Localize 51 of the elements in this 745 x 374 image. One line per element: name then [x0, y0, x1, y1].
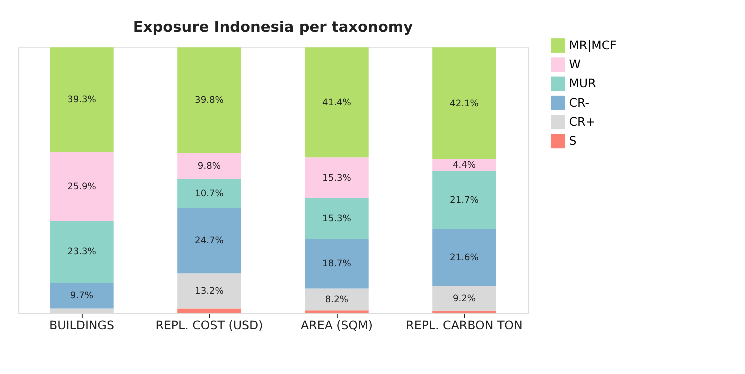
x-tick-label: REPL. CARBON TON: [406, 318, 523, 332]
bar: [178, 48, 242, 154]
x-tick-label: AREA (SQM): [301, 318, 373, 332]
data-label: 9.8%: [198, 162, 222, 172]
bar: [432, 228, 496, 286]
bar: [432, 48, 496, 160]
data-label: 25.9%: [68, 182, 97, 192]
bar: [178, 208, 242, 274]
data-label: 13.2%: [195, 286, 224, 297]
bar: [178, 308, 242, 314]
bar: [432, 310, 496, 314]
bar: [50, 220, 114, 283]
bar: [178, 274, 242, 309]
data-label: 9.2%: [452, 294, 476, 304]
bar: [50, 282, 114, 309]
data-label: 23.3%: [68, 248, 97, 258]
bar: [305, 158, 369, 198]
data-label: 9.7%: [70, 292, 94, 302]
bar: [305, 239, 369, 289]
bar: [305, 310, 369, 314]
data-label: 8.2%: [325, 295, 349, 306]
legend-label: CR+: [569, 114, 596, 129]
bar: [305, 198, 369, 240]
data-label: 21.6%: [450, 253, 480, 264]
bar: [305, 288, 369, 311]
x-tick-label: REPL. COST (USD): [156, 318, 264, 332]
bar: [305, 48, 369, 158]
data-label: 15.3%: [322, 214, 352, 224]
data-label: 21.7%: [450, 196, 480, 206]
chart-title: Exposure Indonesia per taxonomy: [133, 19, 414, 36]
data-label: 4.4%: [452, 161, 476, 172]
legend-label: MUR: [569, 76, 596, 91]
bar: [178, 153, 242, 180]
data-label: 15.3%: [322, 174, 352, 184]
data-label: 39.8%: [195, 96, 224, 106]
legend-label: CR-: [569, 96, 590, 110]
data-label: 18.7%: [322, 260, 352, 270]
bar: [432, 171, 496, 229]
bar: [432, 286, 496, 311]
data-label: 41.4%: [322, 98, 352, 108]
legend-label: MR|MCF: [569, 38, 618, 52]
data-label: 42.1%: [450, 99, 480, 110]
bar: [50, 152, 114, 221]
legend-label: S: [569, 134, 577, 148]
data-label: 24.7%: [195, 236, 224, 247]
bar: [50, 48, 114, 152]
data-label: 10.7%: [195, 189, 224, 200]
bar: [178, 179, 242, 208]
legend-label: W: [569, 58, 582, 72]
data-label: 39.3%: [68, 96, 97, 106]
x-tick-label: BUILDINGS: [49, 318, 114, 332]
